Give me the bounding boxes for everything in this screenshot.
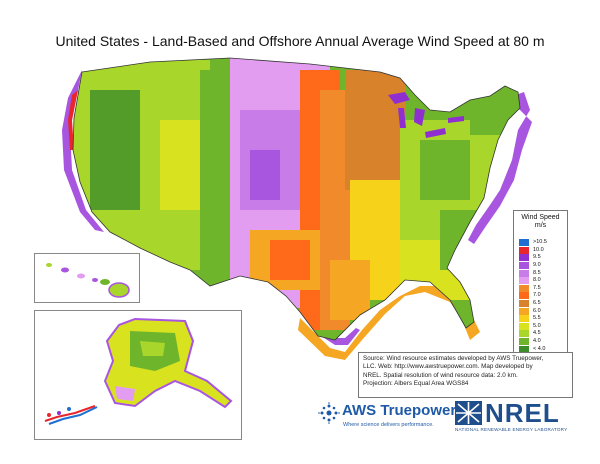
legend-swatch — [519, 277, 529, 285]
legend-label: 10.0 — [533, 246, 544, 253]
alaska-map — [44, 317, 233, 425]
legend-label: 6.0 — [533, 307, 541, 314]
legend-row: 5.5 — [519, 315, 547, 323]
legend-row: 10.0 — [519, 246, 547, 255]
legend-label: 5.0 — [533, 322, 541, 329]
legend-swatch — [519, 292, 529, 300]
legend-label: 9.0 — [533, 262, 541, 269]
legend-swatch — [519, 338, 529, 346]
hawaii-inset — [34, 253, 140, 303]
offshore-pacific-red — [68, 90, 78, 150]
lake-erie — [425, 128, 446, 138]
legend-title-line1: Wind Speed — [521, 214, 560, 221]
aws-burst-icon — [318, 402, 340, 424]
legend-label: 8.0 — [533, 277, 541, 284]
legend-label: 6.5 — [533, 300, 541, 307]
legend-swatch — [519, 262, 529, 270]
legend-swatch — [519, 284, 529, 292]
legend-row: 6.0 — [519, 307, 547, 315]
legend-row: 7.0 — [519, 292, 547, 300]
legend-row: 8.0 — [519, 277, 547, 285]
legend-row: 4.0 — [519, 338, 547, 346]
nrel-name: NREL — [485, 398, 560, 428]
map-title: United States - Land-Based and Offshore … — [55, 33, 545, 49]
alaska-inset — [34, 310, 242, 440]
legend-label: 7.0 — [533, 292, 541, 299]
legend-swatch — [519, 307, 529, 315]
legend-row: 5.0 — [519, 322, 547, 331]
lake-huron — [414, 108, 425, 126]
legend-label: 4.5 — [533, 330, 541, 337]
legend-swatch — [519, 300, 529, 308]
legend-row: 8.5 — [519, 269, 547, 277]
legend-label: 4.0 — [533, 338, 541, 345]
source-line-1: Source: Wind resource estimates develope… — [363, 355, 544, 362]
nrel-emblem-icon — [455, 401, 482, 425]
legend-title-unit: m/s — [534, 222, 547, 229]
legend-swatch — [519, 330, 529, 338]
legend-row: 6.5 — [519, 300, 547, 308]
legend-row: < 4.0 — [519, 345, 547, 353]
legend-items: >10.5 10.0 9.5 9.0 8.5 8.0 7.5 7.0 6.5 6.0 5.5 5.0 4… — [519, 239, 547, 353]
source-line-2: LLC. Web: http://www.awstruepower.com. M… — [363, 363, 533, 371]
source-note: Source: Wind resource estimates develope… — [358, 352, 573, 398]
legend-swatch — [519, 254, 529, 262]
nrel-logo: NREL NATIONAL RENEWABLE ENERGY LABORATOR… — [455, 398, 580, 438]
legend-row: 7.5 — [519, 284, 547, 293]
legend-row: 9.5 — [519, 254, 547, 262]
legend-row: >10.5 — [519, 239, 547, 247]
legend-swatch — [519, 345, 529, 353]
legend-row: 4.5 — [519, 330, 547, 338]
wind-speed-legend: Wind Speed m/s >10.5 10.0 9.5 9.0 8.5 8.0 7.5 7… — [513, 210, 568, 356]
aws-tagline: Where science delivers performance. — [343, 422, 434, 428]
legend-title: Wind Speed m/s — [514, 214, 567, 230]
aws-name: AWS Truepower™ — [342, 402, 462, 419]
conus-land — [73, 58, 520, 340]
legend-label: 8.5 — [533, 269, 541, 276]
legend-row: 9.0 — [519, 262, 547, 270]
lake-ontario — [448, 116, 464, 123]
lake-superior — [388, 92, 410, 104]
legend-label: 5.5 — [533, 315, 541, 322]
nrel-subtitle: NATIONAL RENEWABLE ENERGY LABORATORY — [455, 427, 568, 432]
legend-label: >10.5 — [533, 239, 547, 246]
legend-label: 9.5 — [533, 254, 541, 261]
legend-label: < 4.0 — [533, 345, 546, 352]
conus-outline — [72, 57, 521, 341]
source-line-3: NREL. Spatial resolution of wind resourc… — [363, 371, 518, 379]
legend-label: 7.5 — [533, 284, 541, 291]
source-line-4: Projection: Albers Equal Area WGS84 — [363, 380, 469, 388]
legend-swatch — [519, 269, 529, 277]
legend-swatch — [519, 315, 529, 323]
aws-name-text: AWS Truepower — [342, 402, 457, 419]
legend-swatch — [519, 246, 529, 254]
lake-michigan — [398, 108, 406, 128]
hawaii-map — [46, 263, 130, 298]
offshore-gulf-purple — [318, 328, 360, 345]
legend-swatch — [519, 239, 529, 247]
offshore-atlantic — [468, 92, 532, 244]
aws-truepower-logo: AWS Truepower™ Where science delivers pe… — [318, 400, 462, 440]
legend-swatch — [519, 322, 529, 330]
